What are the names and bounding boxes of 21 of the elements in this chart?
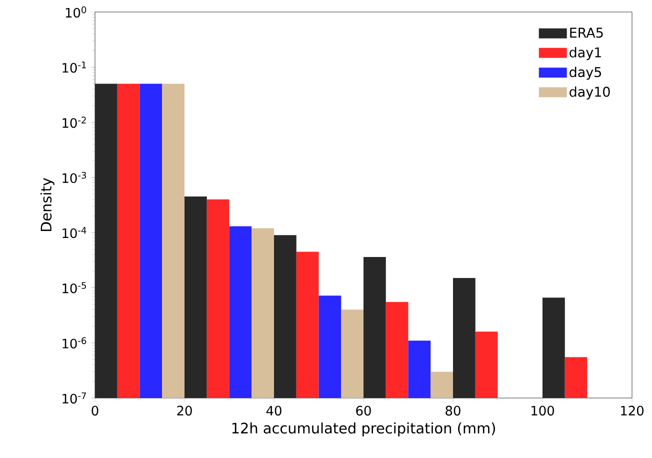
y-tick-label: 10$^{-3}$: [62, 172, 86, 184]
legend-label: day5: [570, 66, 601, 80]
y-tick-label: 10$^{-7}$: [62, 392, 86, 404]
x-tick-label: 100: [532, 406, 554, 416]
y-tick-label: 10$^{-5}$: [62, 282, 86, 294]
y-tick-label: 10$^{-6}$: [62, 337, 86, 348]
y-tick-label: 10$^{-4}$: [62, 227, 86, 238]
x-tick-label: 40: [266, 406, 282, 416]
legend-label: ERA5: [570, 28, 603, 38]
x-tick-label: 80: [446, 406, 460, 416]
y-tick-label: 10$^{-1}$: [62, 62, 86, 73]
x-tick-label: 120: [621, 406, 644, 416]
x-tick-label: 0: [92, 406, 98, 416]
y-tick-label: 10$^{-2}$: [62, 116, 86, 128]
legend-label: day1: [570, 47, 601, 60]
x-axis-title: 12h accumulated precipitation (mm): [232, 422, 495, 436]
x-tick-label: 60: [356, 406, 371, 416]
y-axis-title: Density: [40, 178, 54, 232]
x-tick-label: 20: [177, 406, 192, 416]
y-tick-label: 10$^{0}$: [66, 6, 86, 18]
legend-label: day10: [570, 86, 610, 100]
